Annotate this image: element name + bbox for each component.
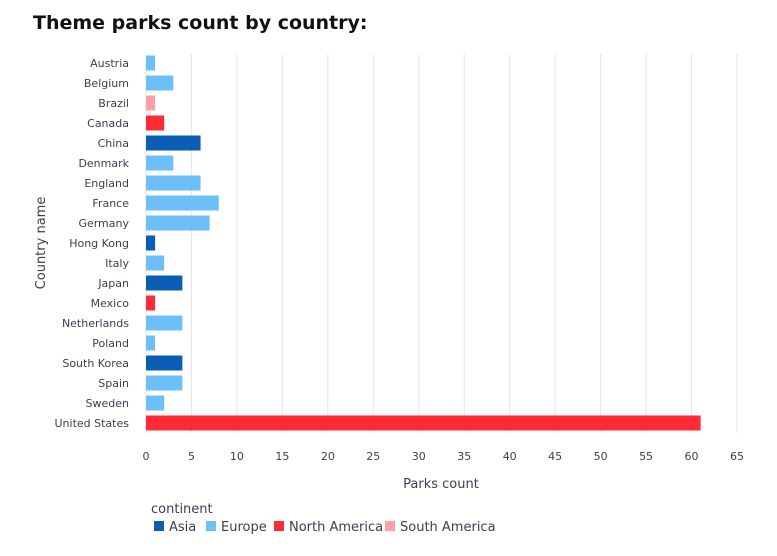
y-tick-label: France <box>92 197 129 210</box>
x-tick-label: 35 <box>457 450 471 463</box>
x-tick-label: 55 <box>639 450 653 463</box>
bars <box>146 55 701 431</box>
legend-label: Asia <box>169 520 196 535</box>
x-tick-label: 0 <box>143 450 150 463</box>
gridlines <box>145 54 738 433</box>
bar-england <box>146 175 201 191</box>
chart-title: Theme parks count by country: <box>33 12 368 34</box>
y-tick-label: Mexico <box>91 297 130 310</box>
y-tick-label: Sweden <box>86 397 129 410</box>
y-tick-label: Austria <box>90 57 129 70</box>
y-axis-title: Country name <box>34 197 49 290</box>
y-tick-label: England <box>84 177 129 190</box>
bar-poland <box>146 335 156 351</box>
y-tick-label: Canada <box>87 117 129 130</box>
x-tick-label: 20 <box>321 450 335 463</box>
x-axis-title: Parks count <box>403 477 479 492</box>
x-tick-label: 45 <box>548 450 562 463</box>
bar-brazil <box>146 95 156 111</box>
bar-belgium <box>146 75 174 91</box>
bar-sweden <box>146 395 165 411</box>
x-tick-label: 30 <box>412 450 426 463</box>
y-tick-label: Denmark <box>78 157 129 170</box>
x-tick-label: 50 <box>594 450 608 463</box>
x-tick-label: 15 <box>275 450 289 463</box>
x-tick-label: 10 <box>230 450 244 463</box>
y-tick-label: Hong Kong <box>69 237 129 250</box>
y-tick-label: China <box>98 137 129 150</box>
bar-austria <box>146 55 156 71</box>
y-tick-label: United States <box>55 417 130 430</box>
legend-title: continent <box>151 502 213 517</box>
bar-japan <box>146 275 183 291</box>
x-tick-label: 60 <box>685 450 699 463</box>
bar-netherlands <box>146 315 183 331</box>
y-tick-label: Japan <box>97 277 129 290</box>
y-tick-label: Brazil <box>98 97 129 110</box>
bar-south-korea <box>146 355 183 371</box>
y-tick-label: Spain <box>98 377 129 390</box>
bar-china <box>146 135 201 151</box>
y-tick-labels: Austria Belgium Brazil Canada China Denmark En… <box>55 57 130 430</box>
bar-spain <box>146 375 183 391</box>
y-tick-label: South Korea <box>62 357 129 370</box>
x-tick-label: 25 <box>366 450 380 463</box>
bar-denmark <box>146 155 174 171</box>
legend-label: Europe <box>221 520 267 535</box>
y-tick-label: Germany <box>78 217 129 230</box>
bar-hong-kong <box>146 235 156 251</box>
legend-swatch <box>385 521 395 531</box>
legend-label: South America <box>400 520 496 535</box>
bar-italy <box>146 255 165 271</box>
legend-label: North America <box>289 520 383 535</box>
legend-swatch <box>206 521 216 531</box>
x-tick-label: 65 <box>730 450 744 463</box>
bar-united-states <box>146 415 701 431</box>
x-tick-labels: 0 5 10 15 20 25 30 35 40 45 50 55 60 65 <box>143 450 745 463</box>
bar-mexico <box>146 295 156 311</box>
x-tick-label: 5 <box>188 450 195 463</box>
x-tick-label: 40 <box>503 450 517 463</box>
legend: Asia Europe North America South America <box>154 520 496 535</box>
bar-germany <box>146 215 210 231</box>
y-tick-label: Netherlands <box>62 317 129 330</box>
y-tick-label: Poland <box>92 337 129 350</box>
legend-swatch <box>154 521 164 531</box>
y-tick-label: Italy <box>105 257 129 270</box>
y-tick-label: Belgium <box>84 77 129 90</box>
bar-canada <box>146 115 165 131</box>
bar-france <box>146 195 219 211</box>
legend-swatch <box>274 521 284 531</box>
